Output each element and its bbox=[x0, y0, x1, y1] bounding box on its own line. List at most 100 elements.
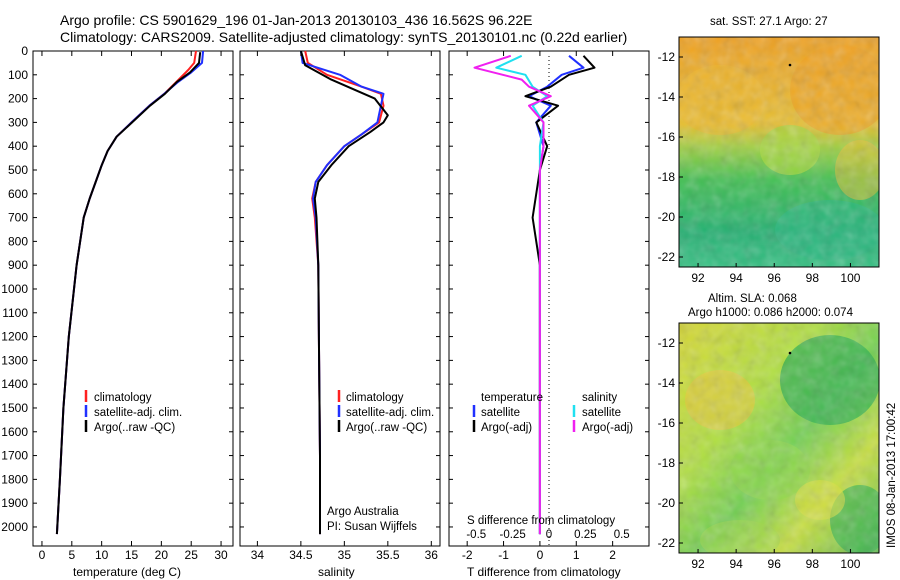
map-xtick-label: 94 bbox=[729, 271, 743, 285]
xtick-label: 0 bbox=[537, 548, 544, 562]
s-tick-label: 0 bbox=[546, 529, 552, 541]
map-ytick-label: -16 bbox=[658, 130, 676, 144]
difference-s-ticklabels: -0.5 -0.25 0 0.25 0.5 bbox=[466, 529, 629, 541]
s-difference-label: S difference from climatology bbox=[467, 515, 615, 527]
map-ytick-label: -22 bbox=[658, 536, 676, 550]
xtick-label: 30 bbox=[214, 548, 228, 562]
map-xtick-label: 92 bbox=[691, 557, 705, 571]
difference-legend: temperature satellite Argo(-adj) salinit… bbox=[472, 392, 633, 434]
xtick-label: 15 bbox=[125, 548, 139, 562]
ytick-label: 300 bbox=[8, 115, 28, 129]
ytick-label: 1100 bbox=[2, 306, 28, 320]
xtick-label: 34 bbox=[251, 548, 265, 562]
sla-map-panel: Altim. SLA: 0.068 Argo h1000: 0.086 h200… bbox=[658, 293, 880, 571]
map-xtick-label: 100 bbox=[840, 557, 860, 571]
legend-label-argo: Argo(..raw -QC) bbox=[94, 422, 175, 434]
map-xtick-label: 96 bbox=[768, 557, 782, 571]
ytick-label: 1200 bbox=[1, 330, 28, 344]
xtick-label: 10 bbox=[95, 548, 109, 562]
legend-label-satellite: satellite-adj. clim. bbox=[346, 407, 434, 419]
s-tick-label: -0.5 bbox=[466, 529, 486, 541]
s-tick-label: 0.25 bbox=[574, 529, 596, 541]
temperature-legend: climatology satellite-adj. clim. Argo(..… bbox=[84, 390, 182, 434]
sst-map-frame bbox=[678, 36, 880, 268]
temperature-xlabel: temperature (deg C) bbox=[73, 565, 181, 579]
ytick-label: 1600 bbox=[1, 425, 28, 439]
s-tick-label: -0.25 bbox=[500, 529, 526, 541]
map-ytick-label: -18 bbox=[658, 170, 676, 184]
xtick-label: 0 bbox=[39, 548, 46, 562]
legend-label-satellite: satellite-adj. clim. bbox=[94, 407, 182, 419]
ytick-label: 1300 bbox=[1, 353, 28, 367]
series-line-climatology bbox=[304, 50, 385, 535]
xtick-label: 5 bbox=[68, 548, 75, 562]
ytick-label: 700 bbox=[8, 211, 28, 225]
ytick-label: 1900 bbox=[1, 496, 28, 510]
difference-series bbox=[473, 54, 596, 535]
salinity-legend: climatology satellite-adj. clim. Argo(..… bbox=[337, 390, 434, 434]
difference-xticks: -2 -1 0 1 2 bbox=[462, 51, 616, 562]
map-ytick-label: -16 bbox=[658, 416, 676, 430]
salinity-panel: 34 34.5 35 35.5 36 salinity climatology sate… bbox=[239, 50, 441, 579]
xtick-label: 25 bbox=[185, 548, 199, 562]
legend-label-climatology: climatology bbox=[346, 392, 404, 404]
depth-yticks: 0 100 200 300 400 500 600 700 800 900 1000 1100 1200… bbox=[1, 44, 649, 534]
salinity-axes bbox=[239, 50, 441, 547]
s-tick-label: 0.5 bbox=[614, 529, 630, 541]
temperature-xticks: 0 5 10 15 20 25 30 bbox=[39, 51, 228, 562]
legend-label-s-argo: Argo(-adj) bbox=[582, 422, 633, 434]
map-ytick-label: -20 bbox=[658, 210, 676, 224]
series-line-temperature-satellite bbox=[528, 55, 585, 535]
ytick-label: 1700 bbox=[1, 449, 28, 463]
legend-heading-temperature: temperature bbox=[481, 392, 543, 404]
ytick-label: 1500 bbox=[1, 401, 28, 415]
xtick-label: 2 bbox=[609, 548, 616, 562]
sla-map-title-2: Argo h1000: 0.086 h2000: 0.074 bbox=[688, 307, 854, 319]
map-xtick-label: 98 bbox=[806, 557, 820, 571]
ytick-label: 1800 bbox=[1, 472, 28, 486]
map-ytick-label: -22 bbox=[658, 250, 676, 264]
ytick-label: 2000 bbox=[1, 520, 28, 534]
sla-map-ticks: 92 94 96 98 100 -12 -14 -16 -18 -20 -22 bbox=[658, 336, 861, 571]
legend-label-s-satellite: satellite bbox=[582, 407, 621, 419]
xtick-label: 20 bbox=[155, 548, 169, 562]
series-line-temperature-argo-adj bbox=[524, 55, 596, 535]
difference-panel: -2 -1 0 1 2 -0.5 -0.25 0 0.25 0.5 S difference f… bbox=[448, 50, 650, 579]
map-ytick-label: -12 bbox=[658, 336, 676, 350]
sst-heatmap bbox=[679, 37, 879, 267]
xtick-label: -2 bbox=[462, 548, 473, 562]
header-line-1: Argo profile: CS 5901629_196 01-Jan-2013… bbox=[60, 12, 533, 28]
map-xtick-label: 98 bbox=[806, 271, 820, 285]
xtick-label: 1 bbox=[573, 548, 580, 562]
salinity-series bbox=[299, 50, 389, 535]
xtick-label: 34.5 bbox=[289, 548, 313, 562]
sla-heatmap bbox=[679, 323, 879, 553]
t-difference-label: T difference from climatology bbox=[467, 565, 621, 579]
salinity-xlabel: salinity bbox=[318, 565, 355, 579]
series-line-argo-raw-qc bbox=[55, 52, 202, 535]
ytick-label: 1000 bbox=[1, 282, 28, 296]
map-ytick-label: -12 bbox=[658, 50, 676, 64]
ytick-label: 100 bbox=[8, 68, 28, 82]
ytick-label: 200 bbox=[8, 92, 28, 106]
map-ytick-label: -14 bbox=[658, 90, 676, 104]
series-line-satellite-adj-clim bbox=[299, 50, 385, 535]
map-xtick-label: 92 bbox=[691, 271, 705, 285]
series-line-argo-raw-qc bbox=[299, 50, 389, 535]
difference-axes bbox=[448, 50, 650, 547]
map-ytick-label: -20 bbox=[658, 496, 676, 510]
series-line-salinity-argo-adj bbox=[473, 54, 552, 535]
series-line-climatology bbox=[55, 50, 197, 535]
legend-label-t-satellite: satellite bbox=[481, 407, 520, 419]
legend-heading-salinity: salinity bbox=[582, 392, 617, 404]
annotation-argo-australia: Argo Australia bbox=[327, 506, 399, 518]
sla-map-title-1: Altim. SLA: 0.068 bbox=[708, 293, 797, 305]
sst-map-panel: sat. SST: 27.1 Argo: 27 bbox=[658, 16, 880, 285]
temperature-axes bbox=[32, 50, 234, 547]
map-xtick-label: 94 bbox=[729, 557, 743, 571]
map-xtick-label: 100 bbox=[840, 271, 860, 285]
ytick-label: 0 bbox=[21, 44, 28, 58]
ytick-label: 400 bbox=[8, 139, 28, 153]
temperature-series bbox=[55, 50, 205, 535]
